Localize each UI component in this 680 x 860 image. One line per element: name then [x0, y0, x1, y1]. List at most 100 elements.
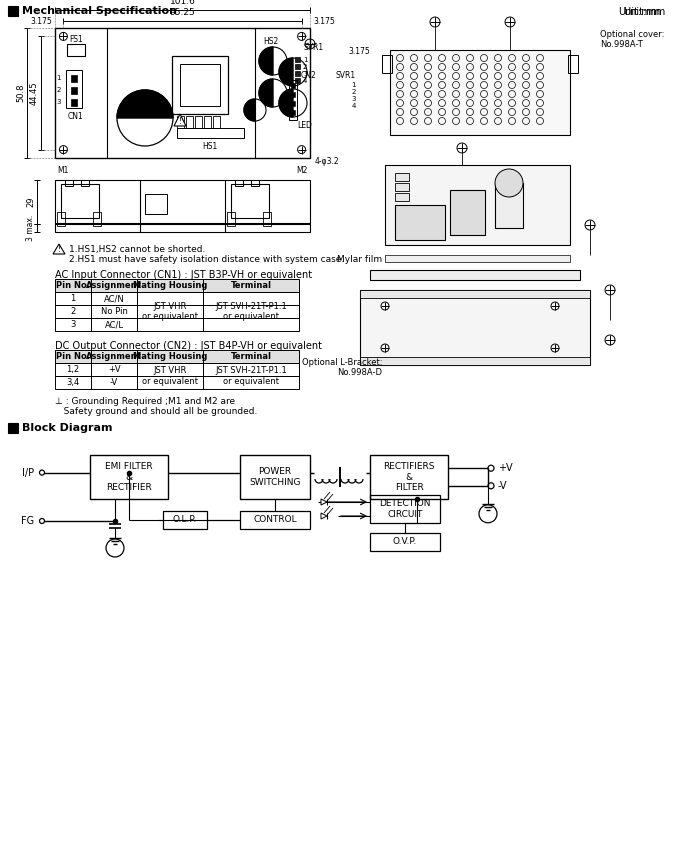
- Bar: [81, 180, 89, 186]
- Circle shape: [495, 169, 523, 197]
- Bar: [66, 70, 82, 108]
- Bar: [93, 212, 101, 226]
- Bar: [91, 376, 137, 389]
- Bar: [91, 279, 137, 292]
- Bar: [137, 350, 203, 363]
- Bar: [291, 101, 295, 106]
- Bar: [137, 376, 203, 389]
- Text: M2: M2: [296, 166, 307, 175]
- Text: CONTROL: CONTROL: [253, 515, 296, 525]
- Text: FG: FG: [22, 516, 35, 526]
- Bar: [240, 511, 310, 529]
- Text: FS1: FS1: [69, 34, 83, 44]
- Text: Optional L-Bracket:
No.998A-D: Optional L-Bracket: No.998A-D: [301, 358, 382, 378]
- Bar: [177, 128, 244, 138]
- Text: 3,4: 3,4: [67, 378, 80, 387]
- Text: LED: LED: [297, 121, 312, 131]
- Text: CN1: CN1: [67, 112, 83, 121]
- Bar: [8, 423, 18, 433]
- Bar: [370, 455, 448, 499]
- Text: 2: 2: [56, 87, 61, 93]
- Text: 101.6: 101.6: [169, 0, 195, 6]
- Bar: [390, 50, 570, 135]
- Bar: [295, 78, 300, 83]
- Text: !: !: [178, 118, 182, 126]
- Bar: [55, 305, 91, 318]
- Text: 1,2: 1,2: [67, 365, 80, 374]
- Text: 3.175: 3.175: [348, 47, 370, 57]
- Polygon shape: [259, 79, 273, 107]
- Bar: [91, 318, 137, 331]
- Text: Mechanical Specification: Mechanical Specification: [22, 6, 177, 16]
- Text: AC/N: AC/N: [103, 294, 124, 303]
- Text: Mating Housing: Mating Housing: [133, 281, 207, 290]
- Text: 4: 4: [352, 103, 356, 109]
- Text: 3: 3: [352, 96, 356, 102]
- Text: 3: 3: [70, 320, 75, 329]
- Bar: [395, 193, 409, 201]
- Text: Terminal: Terminal: [231, 281, 271, 290]
- Polygon shape: [174, 114, 186, 126]
- Text: +V: +V: [498, 464, 513, 473]
- Text: O.V.P.: O.V.P.: [393, 538, 417, 546]
- Bar: [370, 533, 440, 551]
- Bar: [145, 194, 167, 214]
- Text: Pin No.: Pin No.: [56, 281, 90, 290]
- Text: 50.8: 50.8: [16, 83, 25, 102]
- Bar: [55, 180, 310, 232]
- Bar: [568, 55, 578, 73]
- Bar: [370, 495, 440, 523]
- Bar: [291, 92, 295, 97]
- Bar: [91, 305, 137, 318]
- Bar: [385, 255, 570, 262]
- Text: SVR1: SVR1: [336, 71, 356, 79]
- Bar: [291, 110, 295, 115]
- Bar: [395, 183, 409, 191]
- Polygon shape: [244, 99, 255, 121]
- Bar: [91, 363, 137, 376]
- Text: 95.25: 95.25: [169, 8, 195, 17]
- Text: I/P: I/P: [22, 468, 34, 477]
- Text: 4-φ3.2: 4-φ3.2: [315, 157, 339, 167]
- Bar: [291, 83, 295, 88]
- Bar: [295, 64, 300, 69]
- Bar: [231, 184, 269, 218]
- Bar: [203, 350, 299, 363]
- Text: JST VHR
or equivalent: JST VHR or equivalent: [142, 366, 198, 385]
- Text: Assignment: Assignment: [86, 352, 142, 361]
- Text: +V: +V: [107, 365, 120, 374]
- Bar: [360, 290, 590, 298]
- Text: AC Input Connector (CN1) : JST B3P-VH or equivalent: AC Input Connector (CN1) : JST B3P-VH or…: [55, 270, 312, 280]
- Bar: [382, 55, 392, 73]
- Bar: [203, 376, 299, 389]
- Bar: [137, 318, 203, 331]
- Text: 1: 1: [352, 82, 356, 88]
- Text: Optional cover:
No.998A-T: Optional cover: No.998A-T: [600, 30, 664, 49]
- Bar: [8, 6, 18, 16]
- Text: 1: 1: [303, 57, 307, 63]
- Bar: [295, 71, 300, 76]
- Text: EMI FILTER
&
RECTIFIER: EMI FILTER & RECTIFIER: [105, 462, 153, 492]
- Text: -V: -V: [498, 481, 507, 491]
- Text: HS1: HS1: [203, 142, 218, 151]
- Bar: [360, 357, 590, 365]
- Text: DETECTION
CIRCUIT: DETECTION CIRCUIT: [379, 500, 430, 519]
- Bar: [71, 75, 77, 82]
- Text: 1.HS1,HS2 cannot be shorted.: 1.HS1,HS2 cannot be shorted.: [69, 245, 205, 254]
- Text: 1: 1: [56, 75, 61, 81]
- Text: !: !: [58, 245, 61, 255]
- Bar: [295, 57, 300, 62]
- Text: CN2: CN2: [301, 71, 317, 79]
- Bar: [65, 180, 73, 186]
- Bar: [203, 363, 299, 376]
- Text: 3 max.: 3 max.: [26, 215, 35, 241]
- Bar: [137, 363, 203, 376]
- Text: JST SVH-21T-P1.1
or equivalent: JST SVH-21T-P1.1 or equivalent: [215, 366, 287, 385]
- Bar: [172, 56, 228, 114]
- Bar: [57, 212, 65, 226]
- Text: SVR1: SVR1: [303, 44, 323, 52]
- Text: Mylar film: Mylar film: [337, 255, 382, 265]
- Bar: [289, 80, 297, 120]
- Polygon shape: [321, 513, 327, 519]
- Bar: [55, 28, 310, 158]
